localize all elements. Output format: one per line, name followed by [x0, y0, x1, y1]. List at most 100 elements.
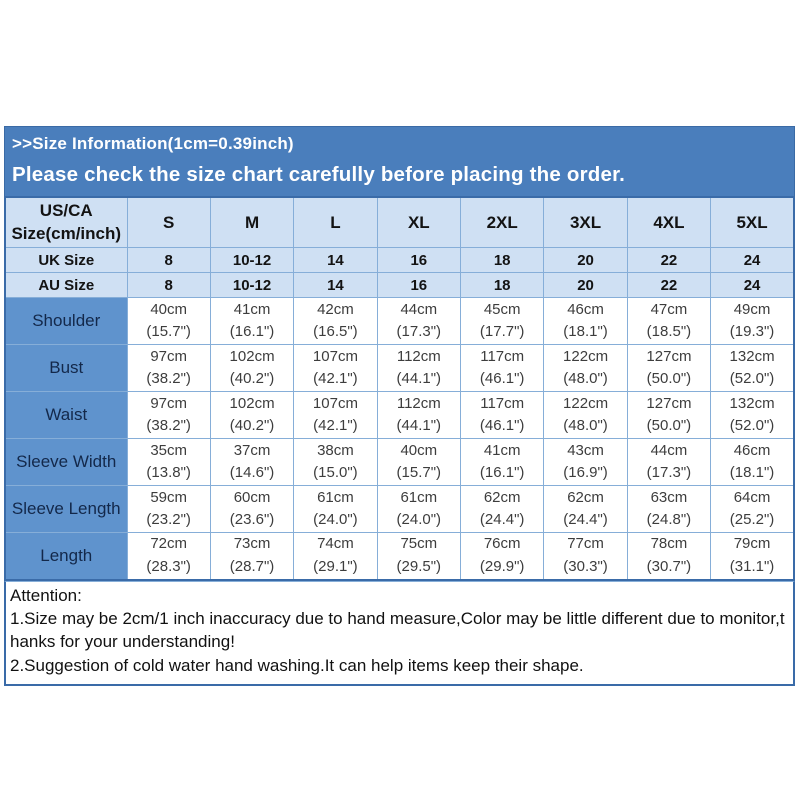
- measurement-cell: 44cm (17.3"): [626, 438, 712, 486]
- measurement-cell: 45cm (17.7"): [459, 297, 545, 345]
- measurement-cell: 41cm (16.1"): [209, 297, 295, 345]
- column-header-s: S: [126, 196, 211, 248]
- attention-section: Attention: 1.Size may be 2cm/1 inch inac…: [4, 580, 795, 687]
- measurement-cell: 37cm (14.6"): [209, 438, 295, 486]
- measurement-cell: 73cm (28.7"): [209, 532, 295, 580]
- measurement-cell: 59cm (23.2"): [126, 485, 211, 533]
- measurement-cell: 62cm (24.4"): [459, 485, 545, 533]
- row-label-waist: Waist: [4, 391, 128, 439]
- au-size-value: 10-12: [209, 272, 295, 298]
- measurement-cell: 97cm (38.2"): [126, 391, 211, 439]
- uk-size-value: 16: [376, 247, 462, 273]
- uk-size-value: 18: [459, 247, 545, 273]
- column-header-m: M: [209, 196, 295, 248]
- measurement-cell: 38cm (15.0"): [293, 438, 378, 486]
- measurement-cell: 75cm (29.5"): [376, 532, 462, 580]
- banner-title: >>Size Information(1cm=0.39inch): [12, 134, 294, 153]
- attention-note-1: 1.Size may be 2cm/1 inch inaccuracy due …: [10, 608, 785, 652]
- uk-size-value: 20: [543, 247, 628, 273]
- measurement-cell: 40cm (15.7"): [376, 438, 462, 486]
- measurement-cell: 102cm (40.2"): [209, 344, 295, 392]
- measurement-cell: 122cm (48.0"): [543, 344, 628, 392]
- measurement-cell: 107cm (42.1"): [293, 344, 378, 392]
- row-label-bust: Bust: [4, 344, 128, 392]
- corner-header-cell: US/CA Size(cm/inch): [4, 196, 128, 248]
- measurement-cell: 77cm (30.3"): [543, 532, 628, 580]
- measurement-cell: 49cm (19.3"): [710, 297, 795, 345]
- measurement-cell: 78cm (30.7"): [626, 532, 712, 580]
- measurement-cell: 41cm (16.1"): [459, 438, 545, 486]
- column-header-3xl: 3XL: [543, 196, 628, 248]
- row-label-au: AU Size: [4, 272, 128, 298]
- measurement-cell: 127cm (50.0"): [626, 391, 712, 439]
- measurement-cell: 61cm (24.0"): [293, 485, 378, 533]
- au-size-value: 14: [293, 272, 378, 298]
- measurement-cell: 62cm (24.4"): [543, 485, 628, 533]
- attention-title: Attention:: [10, 585, 82, 605]
- measurement-cell: 122cm (48.0"): [543, 391, 628, 439]
- au-size-row: AU Size 8 10-12 14 16 18 20 22 24: [4, 272, 795, 298]
- measurement-cell: 35cm (13.8"): [126, 438, 211, 486]
- uk-size-value: 22: [626, 247, 712, 273]
- measurement-cell: 102cm (40.2"): [209, 391, 295, 439]
- column-header-2xl: 2XL: [459, 196, 545, 248]
- measurement-cell: 117cm (46.1"): [459, 391, 545, 439]
- measurement-cell: 117cm (46.1"): [459, 344, 545, 392]
- measurement-cell: 40cm (15.7"): [126, 297, 211, 345]
- shoulder-row: Shoulder 40cm (15.7") 41cm (16.1") 42cm …: [4, 297, 795, 345]
- measurement-cell: 76cm (29.9"): [459, 532, 545, 580]
- uk-size-row: UK Size 8 10-12 14 16 18 20 22 24: [4, 247, 795, 273]
- measurement-cell: 63cm (24.8"): [626, 485, 712, 533]
- uk-size-value: 10-12: [209, 247, 295, 273]
- row-label-sleeve-length: Sleeve Length: [4, 485, 128, 533]
- row-label-length: Length: [4, 532, 128, 580]
- au-size-value: 8: [126, 272, 211, 298]
- au-size-value: 18: [459, 272, 545, 298]
- uk-size-value: 14: [293, 247, 378, 273]
- measurement-cell: 42cm (16.5"): [293, 297, 378, 345]
- size-chart-sheet: >>Size Information(1cm=0.39inch) Please …: [4, 126, 795, 687]
- measurement-cell: 43cm (16.9"): [543, 438, 628, 486]
- measurement-cell: 107cm (42.1"): [293, 391, 378, 439]
- measurement-cell: 74cm (29.1"): [293, 532, 378, 580]
- measurement-cell: 79cm (31.1"): [710, 532, 795, 580]
- row-label-uk: UK Size: [4, 247, 128, 273]
- measurement-cell: 46cm (18.1"): [710, 438, 795, 486]
- column-header-xl: XL: [376, 196, 462, 248]
- measurement-cell: 127cm (50.0"): [626, 344, 712, 392]
- measurement-cell: 60cm (23.6"): [209, 485, 295, 533]
- sleeve-length-row: Sleeve Length 59cm (23.2") 60cm (23.6") …: [4, 485, 795, 533]
- bust-row: Bust 97cm (38.2") 102cm (40.2") 107cm (4…: [4, 344, 795, 392]
- measurement-cell: 132cm (52.0"): [710, 391, 795, 439]
- size-chart-table: US/CA Size(cm/inch) S M L XL 2XL 3XL 4XL…: [4, 196, 795, 581]
- row-label-sleeve-width: Sleeve Width: [4, 438, 128, 486]
- au-size-value: 22: [626, 272, 712, 298]
- column-header-l: L: [293, 196, 378, 248]
- au-size-value: 20: [543, 272, 628, 298]
- measurement-cell: 72cm (28.3"): [126, 532, 211, 580]
- measurement-cell: 97cm (38.2"): [126, 344, 211, 392]
- row-label-shoulder: Shoulder: [4, 297, 128, 345]
- uk-size-value: 8: [126, 247, 211, 273]
- measurement-cell: 112cm (44.1"): [376, 344, 462, 392]
- measurement-cell: 47cm (18.5"): [626, 297, 712, 345]
- size-info-banner: >>Size Information(1cm=0.39inch) Please …: [4, 126, 795, 196]
- au-size-value: 16: [376, 272, 462, 298]
- uk-size-value: 24: [710, 247, 795, 273]
- au-size-value: 24: [710, 272, 795, 298]
- measurement-cell: 61cm (24.0"): [376, 485, 462, 533]
- measurement-cell: 44cm (17.3"): [376, 297, 462, 345]
- attention-note-2: 2.Suggestion of cold water hand washing.…: [10, 655, 584, 675]
- measurement-cell: 64cm (25.2"): [710, 485, 795, 533]
- measurement-cell: 112cm (44.1"): [376, 391, 462, 439]
- length-row: Length 72cm (28.3") 73cm (28.7") 74cm (2…: [4, 532, 795, 580]
- sleeve-width-row: Sleeve Width 35cm (13.8") 37cm (14.6") 3…: [4, 438, 795, 486]
- column-header-4xl: 4XL: [626, 196, 712, 248]
- banner-warning: Please check the size chart carefully be…: [12, 163, 626, 186]
- column-header-5xl: 5XL: [710, 196, 795, 248]
- waist-row: Waist 97cm (38.2") 102cm (40.2") 107cm (…: [4, 391, 795, 439]
- measurement-cell: 132cm (52.0"): [710, 344, 795, 392]
- measurement-cell: 46cm (18.1"): [543, 297, 628, 345]
- size-header-row: US/CA Size(cm/inch) S M L XL 2XL 3XL 4XL…: [4, 196, 795, 248]
